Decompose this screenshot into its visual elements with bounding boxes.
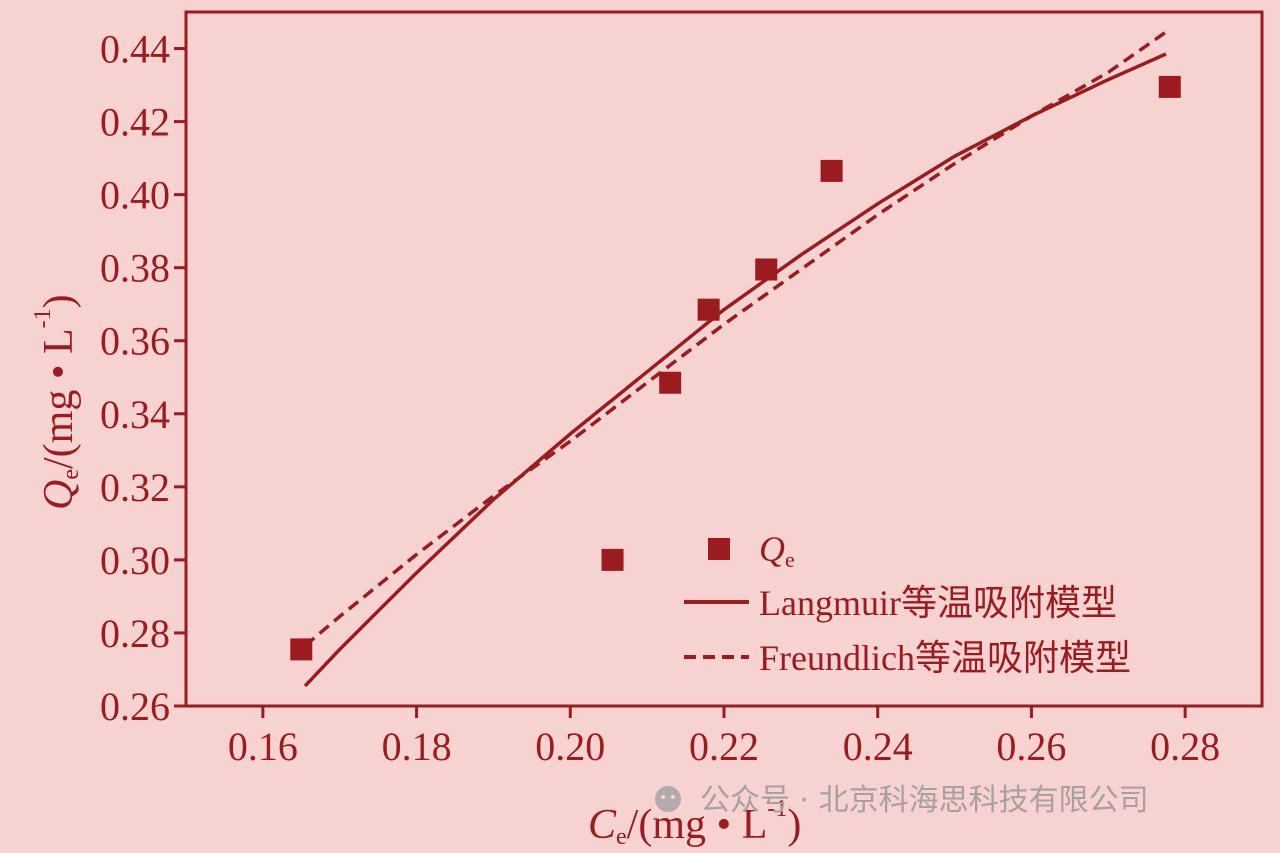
data-point: [755, 258, 778, 281]
x-axis-title: Ce/(mg • L-1): [588, 796, 801, 850]
y-tick-label: 0.30: [100, 538, 170, 583]
y-tick-label: 0.26: [100, 684, 170, 729]
y-tick-label: 0.36: [100, 319, 170, 364]
x-tick-label: 0.24: [843, 724, 913, 769]
watermark-text: 公众号 · 北京科海思科技有限公司: [700, 783, 1149, 818]
legend-item-langmuir: Langmuir等温吸附模型: [684, 583, 1117, 623]
x-tick-label: 0.18: [382, 724, 452, 769]
data-point: [290, 638, 313, 661]
y-tick-label: 0.38: [100, 246, 170, 291]
plot-area: 0.16 0.18 0.20 0.22 0.24 0.26 0.28 0.26 0.28 0.30…: [100, 10, 1264, 769]
x-tick-label: 0.22: [689, 724, 759, 769]
x-tick-label: 0.20: [535, 724, 605, 769]
legend-label-langmuir: Langmuir等温吸附模型: [759, 583, 1117, 623]
y-tick-label: 0.44: [100, 27, 170, 72]
data-point: [1158, 75, 1181, 98]
legend-item-qe: Qe: [708, 529, 795, 572]
data-point: [659, 371, 682, 394]
y-axis-title: Qe/(mg • L-1): [30, 294, 84, 510]
wechat-icon: [655, 786, 681, 812]
legend-label-freundlich: Freundlich等温吸附模型: [759, 638, 1131, 678]
x-tick-label: 0.16: [228, 724, 298, 769]
freundlich-fit-line: [303, 30, 1167, 648]
watermark: 公众号 · 北京科海思科技有限公司: [655, 783, 1149, 818]
y-tick-label: 0.40: [100, 173, 170, 218]
legend-marker-square: [708, 538, 730, 560]
x-tick-label: 0.26: [996, 724, 1066, 769]
legend-item-freundlich: Freundlich等温吸附模型: [684, 638, 1131, 678]
data-point: [601, 548, 624, 571]
x-tick-label: 0.28: [1150, 724, 1220, 769]
y-tick-label: 0.34: [100, 392, 170, 437]
data-point: [697, 298, 720, 321]
y-tick-label: 0.32: [100, 465, 170, 510]
y-tick-label: 0.28: [100, 611, 170, 656]
legend-label-qe: Qe: [759, 529, 795, 572]
y-tick-label: 0.42: [100, 100, 170, 145]
data-point: [820, 159, 843, 182]
legend: Qe Langmuir等温吸附模型 Freundlich等温吸附模型: [684, 529, 1131, 678]
